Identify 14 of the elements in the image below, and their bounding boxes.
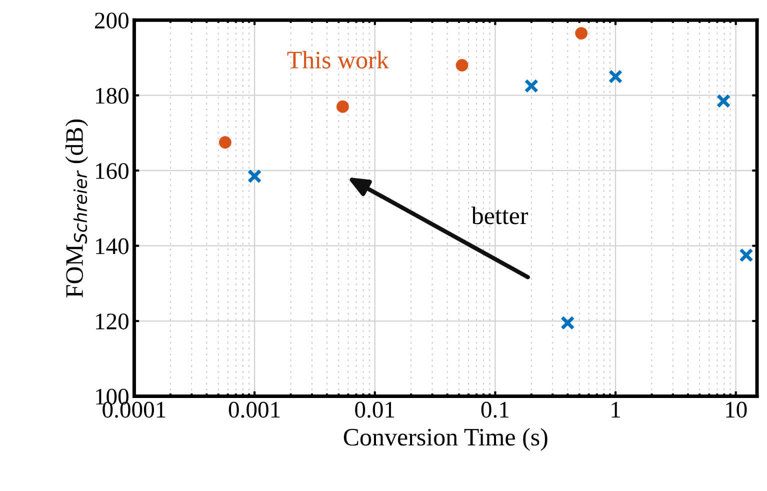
series-label: This work [287,50,389,69]
x-tick-label: 0.001 [228,402,280,418]
y-tick-label: 140 [96,238,128,254]
annotation: better [471,206,528,224]
y-tick-label: 160 [96,163,128,179]
x-tick-label: 1 [612,402,620,418]
y-tick-label: 180 [96,88,128,104]
x-axis-title: Conversion Time (s) [344,428,548,451]
y-tick-label: 200 [94,12,128,29]
x-tick-label: 0.1 [481,402,509,418]
x-tick-label: 0.01 [355,402,394,418]
y-axis-title: FOM$_{Schreier}$ (dB) [65,119,88,298]
y-tick-label: 120 [96,314,128,330]
x-tick-label: 10 [726,402,747,418]
